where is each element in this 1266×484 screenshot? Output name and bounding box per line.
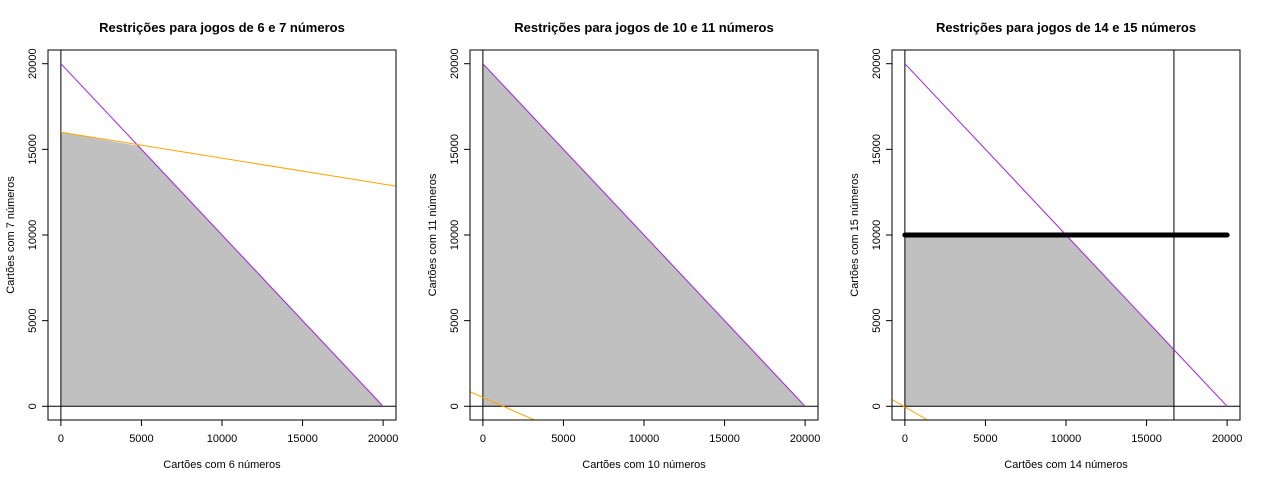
plot-area — [892, 50, 1240, 420]
y-tick-label: 20000 — [871, 48, 883, 79]
y-tick-label: 20000 — [449, 48, 461, 79]
x-tick-label: 0 — [58, 433, 64, 445]
y-tick-label: 5000 — [449, 308, 461, 332]
x-tick-label: 10000 — [629, 433, 660, 445]
y-axis-label: Cartões com 11 números — [427, 173, 439, 296]
x-tick-label: 20000 — [790, 433, 821, 445]
x-axis-label: Cartões com 6 números — [163, 459, 281, 471]
y-tick-label: 15000 — [449, 134, 461, 165]
purple-constraint-line — [482, 63, 806, 407]
x-tick-label: 15000 — [709, 433, 740, 445]
x-tick-label: 5000 — [973, 433, 997, 445]
chart-panel-2: 0 5000 10000 15000 20000 0 5000 10000 15000 20000… — [427, 20, 820, 471]
y-tick-label: 10000 — [871, 220, 883, 251]
orange-constraint-line — [470, 391, 535, 420]
y-tick-label: 15000 — [27, 134, 39, 165]
x-axis-label: Cartões com 14 números — [1004, 459, 1128, 471]
x-tick-label: 5000 — [129, 433, 153, 445]
x-tick-label: 0 — [480, 433, 486, 445]
orange-constraint-line — [60, 131, 396, 187]
x-axis-label: Cartões com 10 números — [582, 459, 706, 471]
x-tick-label: 20000 — [368, 433, 399, 445]
x-tick-label: 5000 — [551, 433, 575, 445]
purple-constraint-line — [60, 63, 384, 407]
y-axis-label: Cartões com 7 números — [5, 176, 17, 294]
orange-constraint-line — [892, 399, 928, 420]
feasible-region — [482, 63, 806, 407]
chart-panel-1: 0 5000 10000 15000 20000 0 5000 10000 15000 20000… — [5, 20, 398, 471]
y-tick-label: 20000 — [27, 48, 39, 79]
y-tick-label: 15000 — [871, 134, 883, 165]
y-tick-label: 5000 — [871, 308, 883, 332]
chart-panel-3: 0 5000 10000 15000 20000 0 5000 10000 15000 20000… — [849, 20, 1242, 471]
plot-area — [48, 50, 396, 420]
chart-title: Restrições para jogos de 10 e 11 números — [514, 20, 773, 35]
x-tick-label: 15000 — [287, 433, 318, 445]
x-tick-label: 0 — [902, 433, 908, 445]
feasible-region — [904, 235, 1174, 407]
plot-area — [470, 50, 818, 420]
y-axis-label: Cartões com 15 números — [849, 173, 861, 297]
chart-title: Restrições para jogos de 14 e 15 números — [936, 20, 1196, 35]
y-tick-label: 0 — [27, 403, 39, 409]
y-tick-label: 10000 — [449, 220, 461, 251]
x-tick-label: 10000 — [1051, 433, 1082, 445]
x-tick-label: 15000 — [1131, 433, 1162, 445]
y-tick-label: 0 — [449, 403, 461, 409]
x-tick-label: 10000 — [207, 433, 238, 445]
x-tick-label: 20000 — [1212, 433, 1243, 445]
chart-title: Restrições para jogos de 6 e 7 números — [99, 20, 345, 35]
y-tick-label: 5000 — [27, 308, 39, 332]
y-tick-label: 10000 — [27, 220, 39, 251]
feasible-region — [60, 132, 384, 407]
y-tick-label: 0 — [871, 403, 883, 409]
